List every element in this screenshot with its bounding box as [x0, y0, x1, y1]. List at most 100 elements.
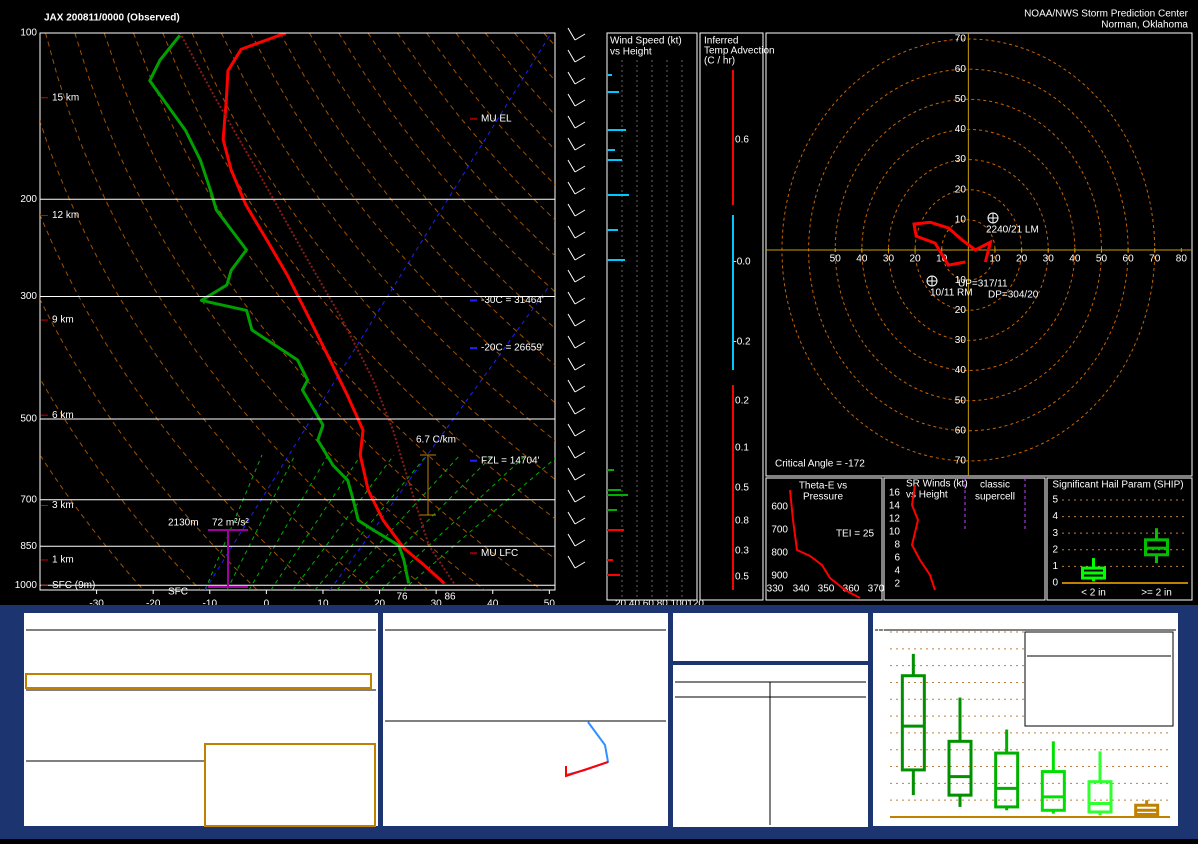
label: 0.05: [1141, 703, 1161, 714]
label: 1km & 6km AGL: [569, 807, 642, 818]
hodo-frame: [765, 32, 1193, 477]
table-cell: -17: [180, 648, 195, 659]
category-label: EF2: [997, 818, 1016, 829]
label: SUPERCELL: [692, 685, 752, 696]
precip-type: Rain.: [758, 633, 783, 644]
y-tick-label: 7: [880, 694, 886, 705]
hodo-label: Critical Angle = -172: [775, 459, 865, 470]
wind-barb: [567, 533, 576, 547]
adv-value: -0.0: [733, 257, 751, 268]
table-cell: 780m: [218, 634, 243, 645]
table-cell: 235/15: [615, 697, 646, 708]
level-label: MU LFC: [481, 548, 518, 559]
panel: [383, 613, 668, 826]
table-cell: 46475': [335, 648, 365, 659]
label: (45 loose matches): [775, 800, 860, 811]
table-cell: 205/16: [615, 658, 646, 669]
wind-barb: [574, 275, 586, 283]
height-label: SFC (9m): [52, 580, 95, 591]
srw-y-label: 4: [894, 566, 900, 577]
hodo-x-label: 70: [1149, 254, 1161, 265]
index: DCAPE = 877 J/kg: [115, 707, 199, 718]
table-cell: 10: [524, 697, 536, 708]
wind-barb: [567, 313, 576, 327]
srh-label: 72 m²/s²: [212, 518, 249, 529]
kinematic-label: Bunkers Left =: [389, 781, 454, 792]
y-tick-label: 1: [1052, 561, 1058, 572]
label: 0.06: [1141, 680, 1161, 691]
kinematic-label: BRN Shear =: [389, 727, 448, 738]
label: supercell: [975, 492, 1015, 503]
title: JAX 200811/0000 (Observed): [44, 13, 180, 24]
table-header: CINH: [175, 617, 199, 628]
wind-barb: [574, 429, 586, 437]
kinematic-value: 240/21 kt: [497, 781, 538, 792]
y-tick-label: 100: [20, 28, 37, 39]
thetae-x-label: 370: [868, 584, 885, 595]
height-label: 9 km: [52, 315, 74, 326]
composite-param: Supercell = 0.0: [214, 750, 285, 761]
box: [947, 739, 973, 797]
table-cell: 234/7: [559, 658, 584, 669]
param-box: [204, 743, 376, 827]
table-cell: 1259m: [291, 634, 322, 645]
kinematic-value: 304/20 kt: [497, 798, 538, 809]
wind-barb: [574, 187, 586, 195]
dry-adiabat: [250, 33, 555, 404]
mixing-ratio-line: [336, 454, 461, 590]
wind-barb: [567, 357, 576, 371]
label: classic: [980, 480, 1010, 491]
kinematic-label: Corfidi Downshear =: [389, 798, 480, 809]
label: Prob EF2+ Torn with supercell: [1032, 634, 1166, 645]
hodo-y-label: 10: [955, 214, 967, 225]
hodo-y-label: 70: [955, 456, 967, 467]
label: 0.18: [1141, 658, 1161, 669]
wind-barb: [574, 231, 586, 239]
table-cell: 267/8: [559, 708, 584, 719]
wind-barb: [574, 319, 586, 327]
index: K = 37: [30, 707, 60, 718]
dry-adiabat: [543, 33, 555, 47]
kinematic-label: .....Storm Motion Vectors.....: [389, 759, 512, 770]
precip-note: Based on sfc temperature of 86.4 F.: [691, 647, 849, 658]
box: [900, 674, 926, 772]
table-cell: 72: [468, 658, 480, 669]
thetae-x-label: 340: [793, 584, 810, 595]
wind-barb: [567, 335, 576, 349]
label: 0.15: [1141, 669, 1161, 680]
table-cell: 246/9: [559, 647, 584, 658]
wind-barb: [574, 363, 586, 371]
wind-barb: [574, 495, 586, 503]
table-header: SRW: [618, 617, 642, 628]
label: vs Height: [610, 47, 652, 58]
hodo-y-label: 50: [955, 395, 967, 406]
wind-barb: [574, 561, 586, 569]
index: MMP = 0.06: [305, 721, 359, 732]
adv-value: 0.5: [735, 572, 749, 583]
kinematic-label: Corfidi Upshear =: [389, 809, 467, 820]
lapse-label: 6.7 C/km: [416, 435, 456, 446]
table-cell: 3349: [129, 662, 152, 673]
table-cell: SFC - 1 km: [389, 636, 440, 647]
srw-y-label: 6: [894, 553, 900, 564]
category-label: EF3: [951, 818, 970, 829]
hodo-x-label: 10: [936, 254, 948, 265]
hodo-x-label: 40: [1069, 254, 1081, 265]
table-cell: 99: [468, 647, 480, 658]
index: MidRH = 74%: [30, 721, 92, 732]
hodo-y-label: 20: [955, 305, 967, 316]
dry-adiabat: [40, 377, 201, 590]
category-label: < 2 in: [1081, 588, 1106, 599]
speed-axis: 20 40 60 80 100120: [615, 599, 704, 610]
label: Theta-E vs: [799, 481, 847, 492]
wind-barb: [567, 181, 576, 195]
td-label: 76: [396, 592, 408, 603]
srw-curve: [910, 484, 936, 591]
hodo-label: DP=304/20: [988, 290, 1039, 301]
index: MaxT = 95F: [224, 735, 277, 746]
kinematic-label: Bunkers Right =: [389, 770, 461, 781]
wind-barb: [574, 473, 586, 481]
dry-adiabat: [162, 33, 555, 520]
srw-y-label: 10: [889, 527, 901, 538]
